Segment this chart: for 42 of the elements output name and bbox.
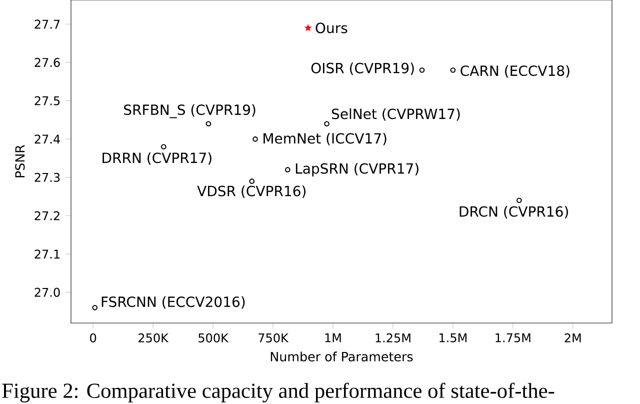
x-tick-label: 1.75M (496, 333, 530, 342)
annotation: FSRCNN (ECCV2016) (102, 296, 245, 309)
y-tick-label: 27.5 (34, 96, 60, 106)
annotation: VDSR (CVPR16) (197, 185, 306, 198)
point (92, 304, 98, 310)
point (516, 198, 522, 204)
annotation: LapSRN (CVPR17) (296, 162, 418, 176)
y-tick-label: 27.1 (34, 250, 60, 258)
series-label: Ours (316, 22, 348, 34)
x-tick-label: 1.25M (376, 333, 410, 342)
x-tick-label: 750K (258, 333, 289, 342)
annotation: CARN (ECCV18) (460, 65, 570, 78)
caption: Figure 2: Comparative capacity and performance of state-of-the- (2, 382, 554, 402)
point (304, 24, 312, 32)
y-axis-title: PSNR (15, 144, 25, 178)
point (252, 136, 258, 142)
x-tick-label: 1M (325, 333, 341, 342)
y-tick-label: 27.3 (34, 172, 60, 182)
y-tick-label: 27.4 (34, 134, 60, 144)
y-tick-label: 27.0 (34, 288, 60, 297)
x-tick-label: 250K (138, 333, 169, 342)
y-tick-label: 27.2 (34, 211, 60, 220)
annotation: OISR (CVPR19) (311, 62, 414, 76)
point (450, 67, 456, 73)
annotation: MemNet (ICCV17) (264, 132, 386, 146)
annotation: SRFBN_S (CVPR19) (124, 104, 256, 118)
point (324, 121, 330, 126)
point (160, 144, 166, 150)
x-tick-label: 2M (564, 333, 581, 342)
point (419, 67, 425, 73)
annotation: DRCN (CVPR16) (460, 206, 568, 218)
point (284, 167, 290, 172)
x-tick-label: 1.5M (440, 333, 466, 342)
x-tick-label: 0 (90, 333, 96, 342)
x-axis-title: Number of Parameters (270, 352, 413, 362)
annotation: SelNet (CVPRW17) (332, 108, 460, 121)
y-tick-label: 27.6 (34, 58, 60, 67)
x-tick-label: 500K (198, 333, 229, 342)
y-tick-label: 27.7 (34, 20, 60, 29)
annotation: DRRN (CVPR17) (102, 152, 212, 165)
point (249, 178, 255, 184)
point (206, 121, 212, 126)
